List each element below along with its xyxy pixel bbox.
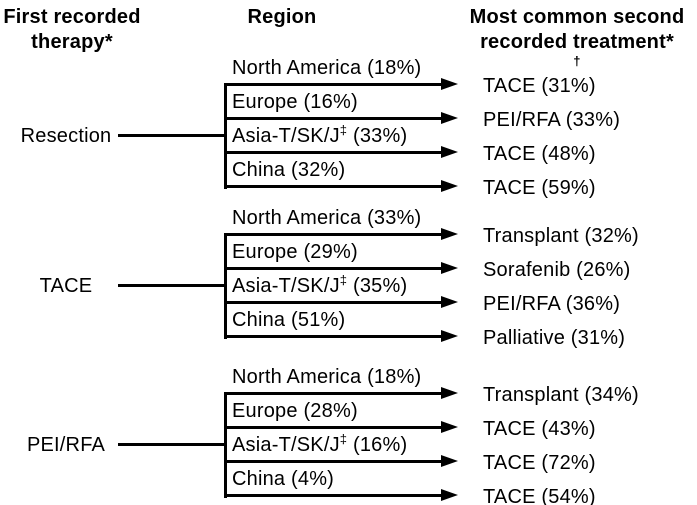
treatment-label: Transplant (34%) xyxy=(483,384,639,406)
header-line: Most common second xyxy=(469,6,685,28)
connector-line xyxy=(118,134,224,137)
region-name: Asia-T/SK/J xyxy=(232,434,340,456)
region-label: Asia-T/SK/J‡ (35%) xyxy=(232,272,408,298)
arrow-line xyxy=(224,83,441,86)
treatment-label: Transplant (32%) xyxy=(483,225,639,247)
treatment-label: TACE (59%) xyxy=(483,177,596,199)
treatment-label: Palliative (31%) xyxy=(483,327,626,349)
region-footnote-mark: ‡ xyxy=(339,122,348,138)
region-label: China (51%) xyxy=(232,308,345,332)
column-header-first-therapy: First recorded therapy* xyxy=(0,5,144,55)
connector-line xyxy=(118,443,224,446)
arrow-line xyxy=(224,392,441,395)
connector-line xyxy=(118,284,224,287)
region-name: Europe (16%) xyxy=(232,91,358,113)
arrow-head xyxy=(441,330,458,342)
bracket-line xyxy=(224,392,227,498)
region-name: Europe (28%) xyxy=(232,400,358,422)
region-label: North America (18%) xyxy=(232,365,421,389)
region-label: China (32%) xyxy=(232,158,345,182)
arrow-line xyxy=(224,267,441,270)
header-line: Region xyxy=(247,6,317,28)
arrow-head xyxy=(441,455,458,467)
region-pct: (16%) xyxy=(347,434,408,456)
arrow-head xyxy=(441,146,458,158)
column-header-second-treatment: Most common second recorded treatment* † xyxy=(457,5,697,80)
region-label: Asia-T/SK/J‡ (16%) xyxy=(232,431,408,457)
arrow-head xyxy=(441,112,458,124)
bracket-line xyxy=(224,83,227,189)
region-footnote-mark: ‡ xyxy=(339,431,348,447)
header-text: recorded treatment* xyxy=(480,31,674,53)
arrow-line xyxy=(224,233,441,236)
arrow-line xyxy=(224,426,441,429)
header-line: therapy* xyxy=(31,31,113,53)
region-name: North America (18%) xyxy=(232,57,422,79)
region-name: North America (33%) xyxy=(232,207,422,229)
treatment-label: PEI/RFA (33%) xyxy=(483,109,621,131)
treatment-label: TACE (48%) xyxy=(483,143,596,165)
region-label: Europe (29%) xyxy=(232,240,358,264)
dagger-footnote-mark: † xyxy=(573,53,581,69)
arrow-head xyxy=(441,421,458,433)
arrow-line xyxy=(224,460,441,463)
region-name: Asia-T/SK/J xyxy=(232,275,340,297)
region-label: Europe (16%) xyxy=(232,90,358,114)
bracket-line xyxy=(224,233,227,339)
treatment-label: TACE (72%) xyxy=(483,452,596,474)
arrow-head xyxy=(441,262,458,274)
region-label: Europe (28%) xyxy=(232,399,358,423)
region-name: Asia-T/SK/J xyxy=(232,125,340,147)
region-pct: (33%) xyxy=(347,125,408,147)
arrow-line xyxy=(224,185,441,188)
region-label: Asia-T/SK/J‡ (33%) xyxy=(232,122,408,148)
arrow-head xyxy=(441,489,458,501)
header-line: First recorded xyxy=(3,6,141,28)
therapy-label: Resection xyxy=(20,125,112,147)
region-label: North America (18%) xyxy=(232,56,421,80)
therapy-label: PEI/RFA xyxy=(26,434,106,456)
region-name: China (32%) xyxy=(232,159,346,181)
region-label: North America (33%) xyxy=(232,206,421,230)
region-label: China (4%) xyxy=(232,467,334,491)
region-footnote-mark: ‡ xyxy=(339,272,348,288)
therapy-label: TACE xyxy=(39,275,93,297)
treatment-label: TACE (54%) xyxy=(483,486,596,505)
header-line: recorded treatment* † xyxy=(457,30,697,80)
arrow-line xyxy=(224,494,441,497)
region-name: China (51%) xyxy=(232,309,346,331)
treatment-label: TACE (31%) xyxy=(483,75,596,97)
arrow-line xyxy=(224,301,441,304)
arrow-line xyxy=(224,335,441,338)
region-name: North America (18%) xyxy=(232,366,422,388)
treatment-label: PEI/RFA (36%) xyxy=(483,293,621,315)
region-name: China (4%) xyxy=(232,468,335,490)
arrow-head xyxy=(441,228,458,240)
treatment-label: Sorafenib (26%) xyxy=(483,259,631,281)
region-pct: (35%) xyxy=(347,275,408,297)
arrow-head xyxy=(441,180,458,192)
column-header-region: Region xyxy=(212,5,352,30)
treatment-label: TACE (43%) xyxy=(483,418,596,440)
arrow-head xyxy=(441,296,458,308)
arrow-line xyxy=(224,151,441,154)
arrow-head xyxy=(441,78,458,90)
arrow-line xyxy=(224,117,441,120)
region-name: Europe (29%) xyxy=(232,241,358,263)
arrow-head xyxy=(441,387,458,399)
